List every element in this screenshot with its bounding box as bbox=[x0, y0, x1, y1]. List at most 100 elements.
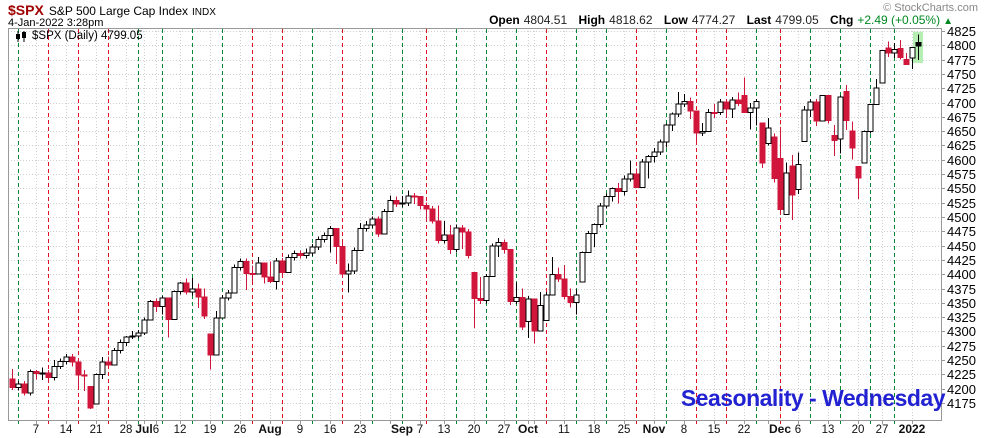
candle bbox=[903, 52, 910, 66]
candle bbox=[9, 369, 16, 391]
candle bbox=[855, 166, 862, 200]
chart-header: $SPX S&P 500 Large Cap Index INDX bbox=[8, 2, 216, 20]
candle bbox=[915, 34, 922, 61]
candle bbox=[831, 125, 838, 157]
candle bbox=[75, 358, 82, 388]
candle bbox=[393, 196, 400, 207]
candle bbox=[507, 249, 514, 305]
candle bbox=[279, 258, 286, 276]
candle bbox=[231, 264, 238, 294]
candle bbox=[663, 123, 670, 148]
svg-text:4250: 4250 bbox=[947, 353, 976, 368]
candle bbox=[627, 160, 634, 182]
candle bbox=[435, 205, 442, 244]
svg-text:27: 27 bbox=[876, 424, 889, 436]
candle bbox=[165, 297, 172, 338]
svg-text:7: 7 bbox=[33, 424, 39, 436]
candle bbox=[837, 95, 844, 154]
candle bbox=[327, 225, 334, 253]
candle bbox=[897, 40, 904, 60]
candle bbox=[99, 356, 106, 379]
candle bbox=[339, 243, 346, 277]
svg-text:11: 11 bbox=[558, 424, 570, 436]
candle bbox=[273, 258, 280, 290]
candle bbox=[621, 175, 628, 196]
candle bbox=[843, 84, 850, 131]
svg-text:4575: 4575 bbox=[947, 167, 976, 182]
svg-text:4500: 4500 bbox=[947, 210, 976, 225]
candle bbox=[159, 296, 166, 315]
candle bbox=[603, 193, 610, 209]
candlestick-icon bbox=[16, 30, 26, 42]
candle bbox=[297, 250, 304, 259]
candle bbox=[135, 330, 142, 339]
candle bbox=[141, 317, 148, 336]
candle bbox=[33, 370, 40, 380]
candle bbox=[609, 187, 616, 202]
candle bbox=[711, 104, 718, 119]
high-value: 4818.62 bbox=[609, 13, 653, 27]
candle bbox=[801, 105, 808, 143]
svg-text:4325: 4325 bbox=[947, 310, 976, 325]
candle bbox=[243, 258, 250, 290]
candle bbox=[441, 221, 448, 244]
candle bbox=[849, 121, 856, 160]
candle bbox=[423, 202, 430, 221]
candle bbox=[777, 129, 784, 212]
candle bbox=[129, 331, 136, 339]
candle bbox=[177, 281, 184, 295]
svg-text:4275: 4275 bbox=[947, 339, 976, 354]
candle bbox=[201, 288, 208, 319]
plot-frame bbox=[8, 28, 942, 421]
candle bbox=[825, 95, 832, 124]
candle bbox=[351, 247, 358, 274]
svg-text:Jul: Jul bbox=[135, 422, 152, 436]
candle bbox=[27, 369, 34, 396]
svg-text:4450: 4450 bbox=[947, 239, 976, 254]
candle bbox=[807, 99, 814, 118]
candle bbox=[639, 158, 646, 188]
candle bbox=[237, 258, 244, 271]
svg-text:4725: 4725 bbox=[947, 81, 976, 96]
candle bbox=[225, 289, 232, 301]
candle bbox=[219, 295, 226, 319]
candle bbox=[57, 358, 64, 370]
candle bbox=[675, 91, 682, 117]
candle bbox=[105, 356, 112, 366]
legend-label: $SPX (Daily) 4799.05 bbox=[32, 30, 143, 42]
candle bbox=[207, 333, 214, 370]
chg-value: +2.49 (+0.05%) bbox=[857, 13, 941, 27]
candle bbox=[615, 182, 622, 204]
candle bbox=[573, 289, 580, 315]
candle bbox=[63, 354, 70, 365]
candle bbox=[783, 162, 790, 215]
candle bbox=[333, 228, 340, 265]
candle bbox=[585, 230, 592, 253]
candle bbox=[171, 290, 178, 321]
candles bbox=[9, 34, 922, 410]
candle bbox=[705, 109, 712, 133]
candle bbox=[147, 299, 154, 321]
candle bbox=[495, 238, 502, 257]
candle bbox=[483, 273, 490, 304]
candle bbox=[909, 46, 916, 70]
candle bbox=[213, 311, 220, 356]
candle bbox=[597, 203, 604, 228]
svg-text:4525: 4525 bbox=[947, 196, 976, 211]
candle bbox=[891, 42, 898, 58]
candle bbox=[699, 122, 706, 136]
svg-text:4600: 4600 bbox=[947, 153, 976, 168]
candle bbox=[357, 222, 364, 251]
candle bbox=[669, 112, 676, 131]
candle bbox=[591, 223, 598, 248]
candle bbox=[411, 192, 418, 205]
candle bbox=[459, 225, 466, 250]
candle bbox=[861, 130, 868, 164]
candle bbox=[543, 292, 550, 321]
candle bbox=[567, 288, 574, 308]
candle bbox=[813, 98, 820, 126]
svg-text:13: 13 bbox=[438, 424, 451, 436]
candle bbox=[303, 248, 310, 259]
candle bbox=[267, 261, 274, 283]
svg-text:4675: 4675 bbox=[947, 110, 976, 125]
